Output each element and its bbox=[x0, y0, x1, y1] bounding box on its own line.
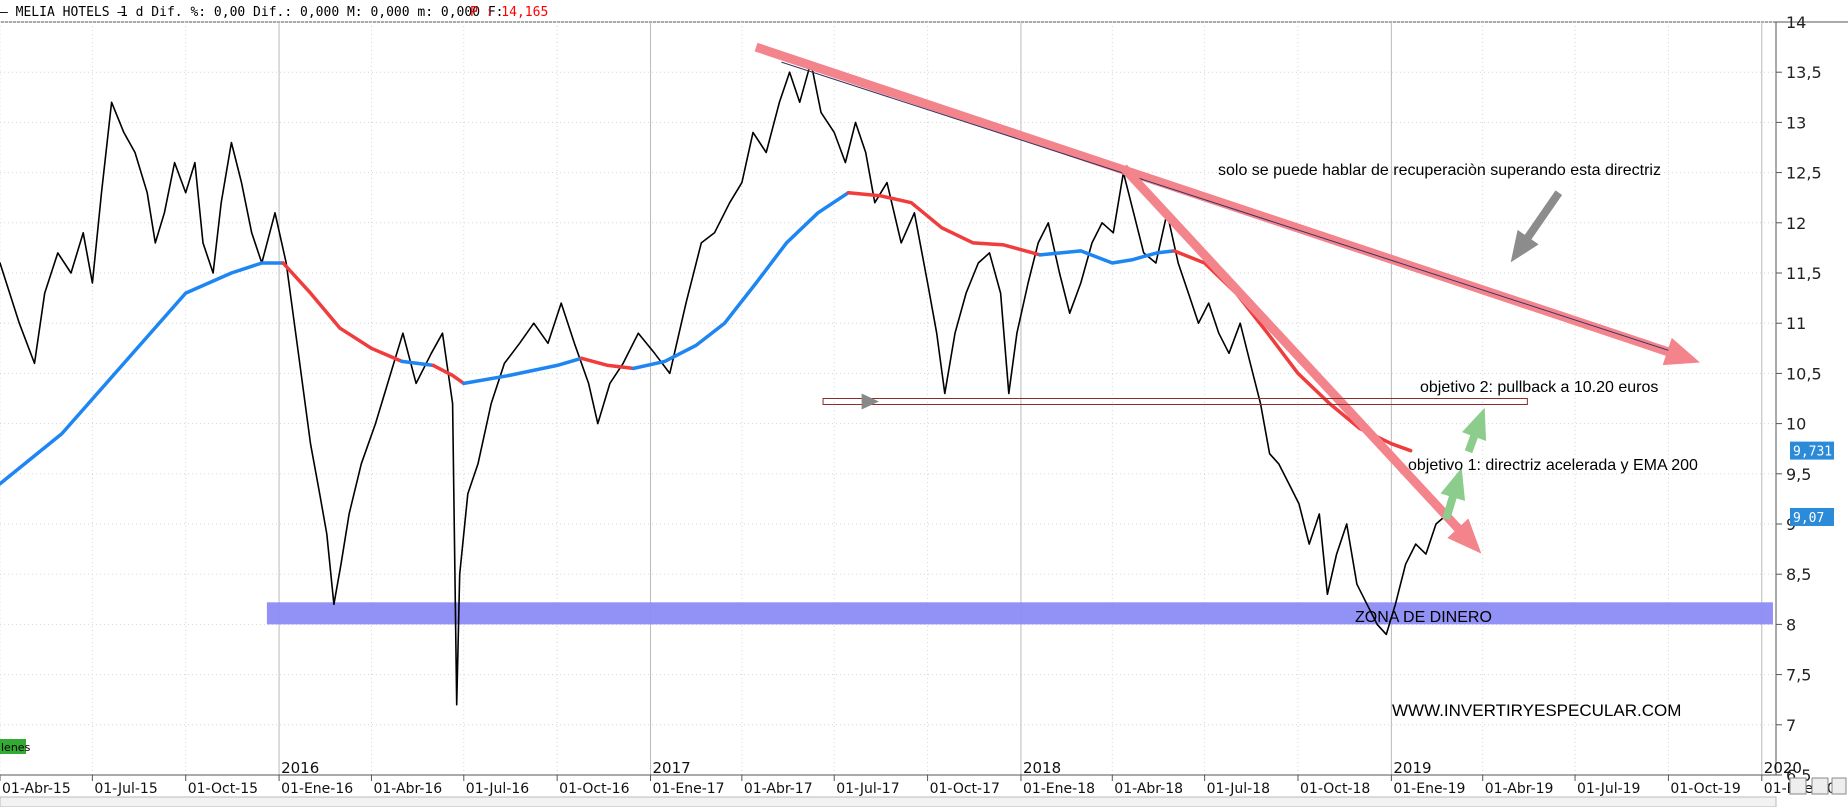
horizontal-scrollbar[interactable] bbox=[0, 796, 1777, 807]
ema-segment-line bbox=[400, 359, 436, 368]
y-tick-label: 9,5 bbox=[1786, 465, 1811, 484]
y-tick-label: 7 bbox=[1786, 716, 1796, 735]
ema-value-badge: 9,731 bbox=[1790, 441, 1834, 460]
ema-value-text: 9,731 bbox=[1793, 445, 1832, 460]
save-icon[interactable] bbox=[1811, 777, 1829, 795]
y-tick-label: 10,5 bbox=[1786, 364, 1822, 383]
ema-segment-line bbox=[631, 190, 851, 371]
last-close-badge: 9,07 bbox=[1790, 507, 1834, 526]
y-tick-label: 11,5 bbox=[1786, 264, 1822, 283]
website-watermark: WWW.INVERTIRYESPECULAR.COM bbox=[1392, 701, 1681, 720]
accelerated-trendline-head bbox=[1447, 518, 1482, 554]
accelerated-trendline bbox=[1120, 164, 1482, 554]
x-tick-label: 01-Abr-17 bbox=[744, 781, 813, 797]
price-series-line bbox=[0, 61, 1445, 706]
year-tick-label: 2020 bbox=[1764, 759, 1802, 777]
window-controls[interactable] bbox=[1789, 777, 1847, 795]
analysis-overlays bbox=[754, 42, 1700, 554]
year-tick-label: 2018 bbox=[1023, 759, 1061, 777]
support-zone-band bbox=[266, 602, 1773, 625]
header-price: P : 14,165 bbox=[470, 5, 548, 20]
target-1-arrow bbox=[1440, 467, 1466, 521]
x-tick-label: 01-Jul-18 bbox=[1207, 781, 1270, 797]
pullback-marker-arrow bbox=[861, 393, 879, 410]
annotation-objetivo-2: objetivo 2: pullback a 10.20 euros bbox=[1420, 379, 1658, 396]
x-tick-label: 01-Oct-16 bbox=[559, 781, 629, 797]
y-axis: 6,577,588,599,51010,51111,51212,51313,51… bbox=[1776, 13, 1822, 785]
year-tick-label: 2016 bbox=[281, 759, 319, 777]
y-tick-label: 8 bbox=[1786, 615, 1796, 634]
y-tick-label: 8,5 bbox=[1786, 565, 1811, 584]
year-tick-label: 2019 bbox=[1393, 759, 1431, 777]
support-zone bbox=[266, 602, 1773, 625]
year-tick-label: 2017 bbox=[653, 759, 691, 777]
y-tick-label: 13,5 bbox=[1786, 63, 1822, 82]
ema-segment-line bbox=[579, 356, 636, 371]
ema-segment-line bbox=[846, 190, 1042, 257]
x-tick-label: 01-Ene-18 bbox=[1023, 781, 1095, 797]
x-tick-label: 01-Abr-15 bbox=[2, 781, 71, 797]
x-tick-label: 01-Ene-19 bbox=[1393, 781, 1465, 797]
ema-segment-line bbox=[1038, 249, 1176, 265]
annotation-zona-dinero: ZONA DE DINERO bbox=[1355, 609, 1492, 626]
target-2-arrow bbox=[1462, 407, 1487, 454]
zoom-button[interactable] bbox=[1789, 777, 1807, 795]
target-2-arrow-head bbox=[1462, 407, 1487, 442]
last-close-text: 9,07 bbox=[1793, 511, 1824, 526]
target-1-arrow-head bbox=[1440, 467, 1466, 501]
x-tick-label: 01-Abr-16 bbox=[373, 781, 442, 797]
x-tick-label: 01-Abr-19 bbox=[1485, 781, 1554, 797]
x-tick-label: 01-Ene-17 bbox=[653, 781, 725, 797]
y-tick-label: 14 bbox=[1786, 13, 1806, 32]
y-tick-label: 10 bbox=[1786, 415, 1806, 434]
x-tick-label: 01-Oct-18 bbox=[1300, 781, 1370, 797]
header-stats: 1 d Dif. %: 0,00 Dif.: 0,000 M: 0,000 m:… bbox=[120, 5, 504, 20]
annotation-directriz: solo se puede hablar de recuperaciòn sup… bbox=[1218, 162, 1661, 179]
ema-segment-line bbox=[462, 356, 584, 386]
ema-segment-line bbox=[431, 363, 466, 386]
y-tick-label: 7,5 bbox=[1786, 666, 1811, 685]
x-tick-label: 01-Jul-16 bbox=[466, 781, 529, 797]
y-tick-label: 12,5 bbox=[1786, 164, 1822, 183]
annotation-objetivo-1: objetivo 1: directriz acelerada y EMA 20… bbox=[1408, 457, 1698, 474]
accelerated-trendline-shaft bbox=[1120, 164, 1476, 548]
instrument-title: — MELIA HOTELS — bbox=[0, 5, 125, 20]
x-tick-label: 01-Oct-17 bbox=[930, 781, 1000, 797]
print-icon[interactable] bbox=[1831, 777, 1847, 795]
volume-label: lenes bbox=[0, 739, 31, 754]
volume-label-text: lenes bbox=[1, 741, 31, 754]
x-tick-label: 01-Jul-19 bbox=[1577, 781, 1640, 797]
y-tick-label: 13 bbox=[1786, 113, 1806, 132]
x-tick-label: 01-Oct-19 bbox=[1670, 781, 1740, 797]
grey-pointer-arrow bbox=[1510, 190, 1563, 263]
x-tick-label: 01-Jul-17 bbox=[836, 781, 899, 797]
pullback-level-box bbox=[822, 398, 1528, 405]
trendline-thin bbox=[781, 61, 1669, 351]
x-tick-label: 01-Oct-15 bbox=[188, 781, 258, 797]
ema-segment-line bbox=[0, 261, 285, 486]
x-tick-label: 01-Jul-15 bbox=[94, 781, 157, 797]
ema-segment-line bbox=[281, 261, 404, 364]
x-tick-label: 01-Abr-18 bbox=[1114, 781, 1183, 797]
grey-pointer-arrow-head bbox=[1510, 229, 1539, 263]
y-tick-label: 12 bbox=[1786, 214, 1806, 233]
x-tick-label: 01-Ene-16 bbox=[281, 781, 353, 797]
header-bar: — MELIA HOTELS — 1 d Dif. %: 0,00 Dif.: … bbox=[0, 0, 1848, 23]
y-tick-label: 11 bbox=[1786, 314, 1806, 333]
long-term-trendline-head bbox=[1662, 337, 1700, 366]
